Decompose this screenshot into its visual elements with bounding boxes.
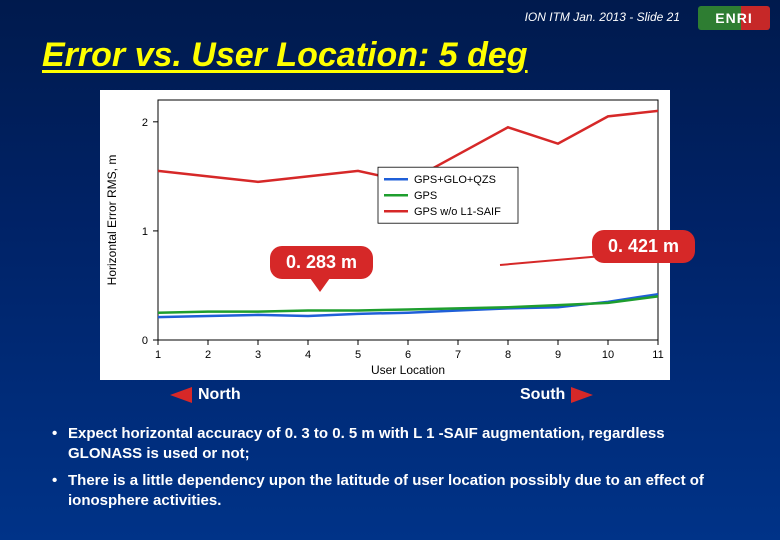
svg-text:GPS+GLO+QZS: GPS+GLO+QZS [414,174,496,186]
direction-south-label: South [520,386,565,404]
svg-text:1: 1 [142,226,148,238]
arrow-right-icon [571,387,593,403]
callout-left-tail [310,278,330,292]
slide-title: Error vs. User Location: 5 deg [42,36,528,75]
slide-header-text: ION ITM Jan. 2013 - Slide 21 [525,10,680,24]
svg-text:9: 9 [555,349,561,361]
callout-southmost-value: 0. 421 m [592,230,695,263]
svg-text:2: 2 [205,349,211,361]
bullet-list: Expect horizontal accuracy of 0. 3 to 0.… [52,424,740,517]
error-chart: 1234567891011012User LocationHorizontal … [100,90,670,380]
svg-text:11: 11 [652,349,663,361]
svg-text:10: 10 [602,349,614,361]
svg-text:0: 0 [142,335,148,347]
bullet-item: Expect horizontal accuracy of 0. 3 to 0.… [52,424,740,465]
direction-north-label: North [198,386,241,404]
svg-text:5: 5 [355,349,361,361]
enri-logo: ENRI [698,6,770,30]
bullet-item: There is a little dependency upon the la… [52,471,740,512]
svg-text:1: 1 [155,349,161,361]
direction-north: North [170,386,241,404]
svg-text:4: 4 [305,349,311,361]
svg-text:Horizontal Error RMS, m: Horizontal Error RMS, m [105,155,119,286]
direction-south: South [520,386,593,404]
chart-svg: 1234567891011012User LocationHorizontal … [100,90,670,380]
svg-text:2: 2 [142,117,148,129]
svg-text:GPS w/o L1-SAIF: GPS w/o L1-SAIF [414,206,501,218]
svg-text:7: 7 [455,349,461,361]
callout-northmost-value: 0. 283 m [270,246,373,279]
svg-text:8: 8 [505,349,511,361]
svg-text:6: 6 [405,349,411,361]
arrow-left-icon [170,387,192,403]
svg-text:3: 3 [255,349,261,361]
svg-text:GPS: GPS [414,190,437,202]
svg-text:User Location: User Location [371,363,445,377]
